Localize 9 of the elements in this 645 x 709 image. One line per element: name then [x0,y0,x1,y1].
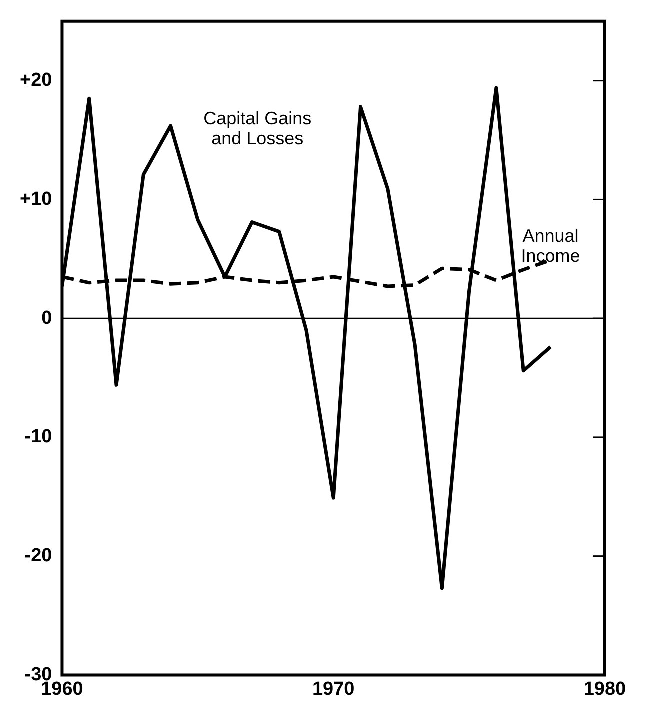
series-label: Annual Income [521,226,580,266]
y-tick-label: 0 [42,308,52,329]
x-tick-label: 1970 [312,678,355,700]
y-tick-label: +20 [20,70,52,92]
y-tick-label: -20 [24,546,52,567]
y-tick-label: -10 [24,426,52,448]
series-label: Capital Gains and Losses [204,108,312,148]
y-tick-label: +10 [20,188,52,210]
x-tick-label: 1980 [584,678,626,700]
